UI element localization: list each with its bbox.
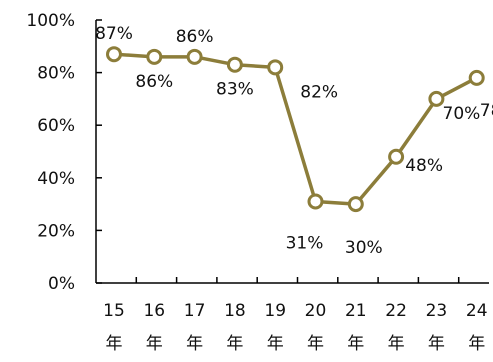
- data-label: 86%: [135, 72, 173, 92]
- x-category-label-line: 年: [267, 334, 284, 354]
- chart-axes: [95, 20, 489, 284]
- series-line: [106, 46, 485, 213]
- y-tick-label: 80%: [37, 64, 75, 84]
- y-tick-label: 100%: [26, 11, 75, 31]
- data-point: [388, 148, 405, 165]
- x-category-label-line: 24: [466, 301, 488, 321]
- data-point: [106, 46, 122, 63]
- x-category-label-line: 年: [106, 334, 123, 354]
- x-category-label-line: 年: [388, 334, 405, 354]
- x-category-label: 19 年: [264, 301, 286, 354]
- data-point: [347, 196, 364, 213]
- x-category-label-line: 年: [347, 334, 364, 354]
- x-category-label: 16 年: [143, 301, 165, 354]
- x-category-label-line: 年: [468, 334, 485, 354]
- x-category-label-line: 16: [143, 301, 165, 321]
- x-category-label: 15 年: [103, 301, 125, 354]
- y-tick-label: 0%: [48, 274, 75, 294]
- data-label: 86%: [176, 27, 214, 47]
- y-axis-ticks: 0% 20% 40% 60% 80% 100%: [26, 11, 102, 294]
- data-label: 78%: [480, 101, 493, 121]
- x-category-label: 21 年: [345, 301, 367, 354]
- data-label: 70%: [443, 104, 481, 124]
- x-category-label-line: 年: [226, 334, 243, 354]
- data-label: 31%: [286, 233, 324, 253]
- data-point: [186, 48, 203, 65]
- x-category-label-line: 年: [428, 334, 445, 354]
- x-category-label-line: 15: [103, 301, 125, 321]
- x-category-label: 20 年: [305, 301, 327, 354]
- x-category-label-line: 17: [184, 301, 206, 321]
- x-category-label: 22 年: [385, 301, 407, 354]
- x-category-label-line: 21: [345, 301, 367, 321]
- x-axis-ticks: 15 年 16 年 17 年 18 年 19 年 20 年 21 年 22 年 23 年 24 年: [103, 277, 488, 354]
- x-category-label-line: 19: [264, 301, 286, 321]
- x-category-label-line: 年: [146, 334, 163, 354]
- x-category-label-line: 20: [305, 301, 327, 321]
- data-point: [146, 48, 163, 65]
- data-point: [226, 56, 243, 73]
- data-label: 48%: [405, 156, 443, 176]
- data-point: [307, 193, 324, 210]
- y-tick-label: 20%: [37, 221, 75, 241]
- x-category-label-line: 年: [307, 334, 324, 354]
- x-category-label: 23 年: [426, 301, 448, 354]
- y-tick-label: 40%: [37, 169, 75, 189]
- x-category-label-line: 23: [426, 301, 448, 321]
- data-labels: 87% 86% 86% 83% 82% 31% 30% 48% 70%78%: [95, 24, 493, 258]
- data-label: 82%: [300, 82, 338, 102]
- x-category-label-line: 年: [186, 334, 203, 354]
- data-point: [428, 90, 445, 107]
- x-category-label-line: 18: [224, 301, 246, 321]
- data-point: [468, 69, 485, 86]
- data-label: 83%: [216, 80, 254, 100]
- x-category-label-line: 22: [385, 301, 407, 321]
- x-category-label: 18 年: [224, 301, 246, 354]
- data-point: [267, 59, 284, 76]
- x-category-label: 24 年: [466, 301, 488, 354]
- series-path: [113, 52, 478, 206]
- data-label: 30%: [345, 238, 383, 258]
- y-tick-label: 60%: [37, 116, 75, 136]
- x-category-label: 17 年: [184, 301, 206, 354]
- data-label: 87%: [95, 24, 133, 44]
